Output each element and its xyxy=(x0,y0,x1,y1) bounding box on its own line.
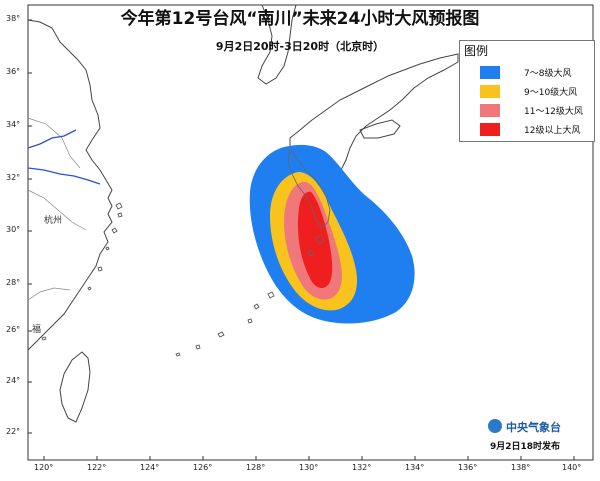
lat-tick-label: 30° xyxy=(6,225,21,234)
kyushu-overlay xyxy=(287,149,331,229)
legend-title: 图例 xyxy=(464,44,489,58)
lon-tick-label: 134° xyxy=(405,463,425,472)
shikoku-outline xyxy=(359,119,401,139)
city-label-hangzhou: 杭州 xyxy=(44,216,63,226)
province-boundaries xyxy=(27,117,87,301)
china-coastline xyxy=(27,19,113,351)
lon-tick-label: 136° xyxy=(458,463,478,472)
lat-tick-label: 34° xyxy=(6,120,21,129)
legend-label-9-10: 9～10级大风 xyxy=(524,88,578,98)
legend-row-9-10: 9～10级大风 xyxy=(480,84,592,100)
legend-row-7-8: 7～8级大风 xyxy=(480,65,592,81)
lon-tick-label: 130° xyxy=(299,463,319,472)
lat-tick-label: 26° xyxy=(6,325,21,334)
legend-swatch-9-10 xyxy=(480,85,500,98)
legend-swatch-11-12 xyxy=(480,104,500,117)
agency-mark: 中央气象台 xyxy=(488,418,598,436)
legend-row-11-12: 11～12级大风 xyxy=(480,103,592,119)
map-subtitle: 9月2日20时-3日20时（北京时） xyxy=(215,40,385,53)
lon-tick-label: 120° xyxy=(34,463,54,472)
legend-label-12-plus: 12级以上大风 xyxy=(524,126,581,136)
legend-label-11-12: 11～12级大风 xyxy=(524,107,583,117)
lat-tick-marks xyxy=(28,19,32,434)
lat-tick-label: 38° xyxy=(6,14,21,23)
cma-logo-icon xyxy=(488,419,502,433)
agency-name: 中央气象台 xyxy=(506,421,561,434)
release-time: 9月2日18时发布 xyxy=(490,442,561,452)
lat-tick-label: 36° xyxy=(6,67,21,76)
korea-coastline xyxy=(257,4,297,85)
wind-zone-12-plus xyxy=(298,191,333,288)
lon-tick-label: 138° xyxy=(511,463,531,472)
lon-tick-label: 124° xyxy=(140,463,160,472)
taiwan-island xyxy=(59,351,91,423)
lat-tick-label: 28° xyxy=(6,278,21,287)
city-label-fuzhou: 福 xyxy=(32,325,42,335)
lon-tick-label: 128° xyxy=(246,463,266,472)
map-title: 今年第12号台风“南川”未来24小时大风预报图 xyxy=(120,9,480,29)
lon-tick-marks xyxy=(43,456,575,460)
tanegashima-overlay xyxy=(307,234,325,257)
lat-tick-label: 22° xyxy=(6,427,21,436)
rivers xyxy=(27,129,101,185)
lon-tick-label: 122° xyxy=(87,463,107,472)
legend-row-12-plus: 12级以上大风 xyxy=(480,122,592,138)
lon-tick-label: 140° xyxy=(562,463,582,472)
lat-tick-label: 24° xyxy=(6,376,21,385)
legend-label-7-8: 7～8级大风 xyxy=(524,69,572,79)
lon-tick-label: 126° xyxy=(193,463,213,472)
legend-box: 图例 7～8级大风 9～10级大风 11～12级大风 12级以上大风 xyxy=(459,40,595,142)
lon-tick-label: 132° xyxy=(352,463,372,472)
legend-swatch-7-8 xyxy=(480,66,500,79)
legend-swatch-12-plus xyxy=(480,123,500,136)
coastal-islands xyxy=(41,202,123,341)
lat-tick-label: 32° xyxy=(6,173,21,182)
